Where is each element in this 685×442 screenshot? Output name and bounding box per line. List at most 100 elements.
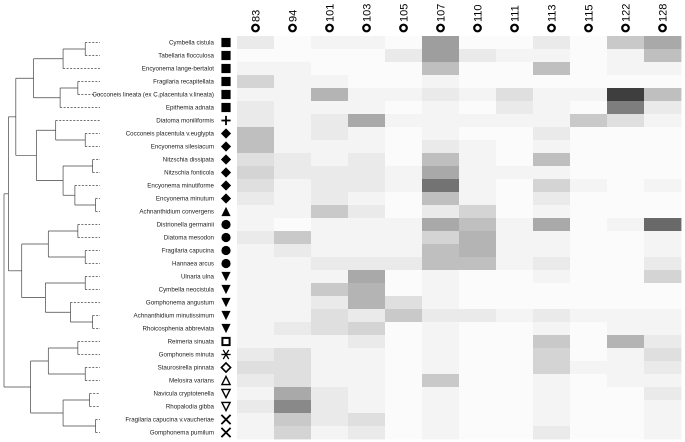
site-circle-icon	[473, 23, 482, 33]
heatmap-cell	[348, 205, 386, 219]
heatmap-cell	[496, 205, 534, 219]
heatmap-cell	[311, 153, 349, 167]
heatmap-cell	[311, 413, 349, 427]
heatmap-cell	[496, 322, 534, 336]
heatmap-cell	[237, 426, 275, 440]
heatmap-cell	[311, 374, 349, 388]
heatmap-cell	[311, 49, 349, 63]
heatmap-cell	[348, 88, 386, 102]
taxon-label: Rhoicosphenia abbreviata	[142, 326, 214, 333]
taxon-label: Ulnaria ulna	[181, 274, 215, 281]
heatmap-cell	[311, 283, 349, 297]
heatmap-cell	[570, 179, 608, 193]
heatmap-cell	[274, 62, 312, 76]
heatmap-cell	[533, 140, 571, 154]
heatmap-cell	[311, 400, 349, 414]
heatmap-cell	[570, 140, 608, 154]
heatmap-cell	[311, 140, 349, 154]
heatmap-cell	[237, 361, 275, 375]
site-label: 110	[473, 4, 485, 22]
heatmap-cell	[274, 374, 312, 388]
heatmap-cell	[607, 361, 645, 375]
heatmap-cell	[348, 114, 386, 128]
heatmap-cell	[274, 387, 312, 401]
heatmap-cell	[533, 114, 571, 128]
heatmap-cell	[533, 231, 571, 245]
heatmap-cell	[274, 140, 312, 154]
heatmap-cell	[348, 49, 386, 63]
heatmap-cell	[607, 166, 645, 180]
heatmap-cell	[533, 361, 571, 375]
heatmap-cell	[496, 257, 534, 271]
heatmap-cell	[348, 387, 386, 401]
heatmap-cell	[459, 322, 497, 336]
heatmap-cell	[459, 75, 497, 89]
heatmap-cell	[385, 205, 423, 219]
heatmap-cell	[422, 296, 460, 310]
heatmap-cell	[496, 413, 534, 427]
heatmap-cell	[311, 166, 349, 180]
heatmap-cell	[237, 218, 275, 232]
taxon-label: Cymbella neocistula	[159, 287, 215, 294]
heatmap-cell	[385, 231, 423, 245]
heatmap-cell	[644, 192, 682, 206]
diamond-marker-icon	[220, 193, 232, 204]
heatmap-cell	[533, 283, 571, 297]
heatmap-cell	[459, 192, 497, 206]
heatmap-cell	[459, 36, 497, 50]
heatmap-cell	[348, 426, 386, 440]
heatmap-cell	[422, 36, 460, 50]
heatmap-cell	[385, 361, 423, 375]
heatmap-cell	[422, 244, 460, 258]
heatmap-cell	[496, 387, 534, 401]
heatmap-cell	[348, 283, 386, 297]
heatmap-cell	[570, 348, 608, 362]
heatmap-cell	[237, 75, 275, 89]
heatmap-cell	[533, 400, 571, 414]
heatmap-cell	[237, 192, 275, 206]
heatmap-cell	[570, 335, 608, 349]
heatmap-cell	[644, 400, 682, 414]
heatmap-cell	[385, 218, 423, 232]
square-marker-icon	[221, 89, 231, 100]
taxon-label: Diatoma mesodon	[164, 235, 215, 242]
heatmap-cell	[533, 322, 571, 336]
heatmap-cell	[311, 127, 349, 141]
diamond-marker-icon	[220, 167, 232, 178]
triangle-down-open-marker-icon	[220, 401, 232, 413]
heatmap-cell	[533, 127, 571, 141]
heatmap-cell	[311, 62, 349, 76]
heatmap-cell	[348, 361, 386, 375]
heatmap-cell	[274, 114, 312, 128]
heatmap-cell	[459, 283, 497, 297]
heatmap-cell	[422, 127, 460, 141]
heatmap-cell	[422, 374, 460, 388]
site-label: 128	[658, 4, 670, 22]
heatmap-cell	[644, 387, 682, 401]
heatmap-cell	[422, 322, 460, 336]
heatmap-cell	[607, 296, 645, 310]
square-marker-icon	[221, 37, 231, 48]
heatmap-cell	[570, 244, 608, 258]
heatmap-cell	[311, 218, 349, 232]
heatmap-cell	[496, 179, 534, 193]
heatmap-cell	[385, 127, 423, 141]
site-label: 122	[621, 4, 633, 22]
heatmap-cell	[533, 244, 571, 258]
heatmap-cell	[422, 270, 460, 284]
heatmap-cell	[607, 400, 645, 414]
heatmap-cell	[237, 244, 275, 258]
heatmap-cell	[385, 348, 423, 362]
heatmap-cell	[533, 36, 571, 50]
heatmap-cell	[237, 140, 275, 154]
heatmap-cell	[570, 283, 608, 297]
heatmap-cell	[644, 153, 682, 167]
circle-marker-icon	[221, 219, 231, 230]
heatmap-cell	[496, 88, 534, 102]
heatmap-cell	[533, 413, 571, 427]
heatmap-cell	[274, 270, 312, 284]
heatmap-cell	[607, 270, 645, 284]
taxon-label: Gomphonema angustum	[146, 300, 214, 307]
heatmap-cell	[348, 400, 386, 414]
